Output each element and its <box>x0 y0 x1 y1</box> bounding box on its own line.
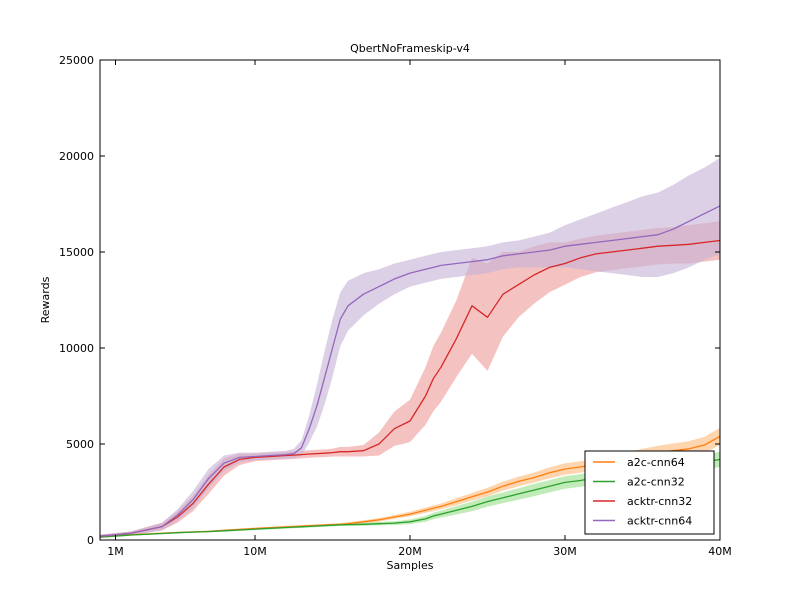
x-tick-label: 30M <box>553 545 577 558</box>
y-tick-label: 15000 <box>59 246 94 259</box>
legend-label: a2c-cnn32 <box>627 476 685 489</box>
x-axis: 1M 10M 20M 30M 40M <box>107 60 732 558</box>
band-a2c-cnn64 <box>100 427 720 538</box>
y-tick-label: 20000 <box>59 150 94 163</box>
y-axis: 0 5000 10000 15000 20000 25000 <box>59 54 720 547</box>
legend-label: acktr-cnn64 <box>627 515 692 528</box>
band-a2c-cnn32 <box>100 451 720 538</box>
chart-title: QbertNoFrameskip-v4 <box>350 42 470 55</box>
x-tick-label: 20M <box>398 545 422 558</box>
y-tick-label: 5000 <box>66 438 94 451</box>
legend-label: acktr-cnn32 <box>627 495 692 508</box>
x-axis-label: Samples <box>387 559 434 572</box>
x-tick-label: 10M <box>243 545 267 558</box>
y-tick-label: 25000 <box>59 54 94 67</box>
series-line-acktr-cnn32 <box>99 239 721 537</box>
y-axis-label: Rewards <box>39 276 52 323</box>
series-line-acktr-cnn64 <box>99 205 721 537</box>
legend: a2c-cnn64 a2c-cnn32 acktr-cnn32 acktr-cnn64 <box>584 450 715 535</box>
x-tick-label: 1M <box>107 545 124 558</box>
y-tick-label: 10000 <box>59 342 94 355</box>
x-tick-label: 40M <box>708 545 732 558</box>
y-tick-label: 0 <box>87 534 94 547</box>
band-acktr-cnn64 <box>100 157 720 538</box>
confidence-bands <box>100 157 720 538</box>
legend-label: a2c-cnn64 <box>627 456 685 469</box>
